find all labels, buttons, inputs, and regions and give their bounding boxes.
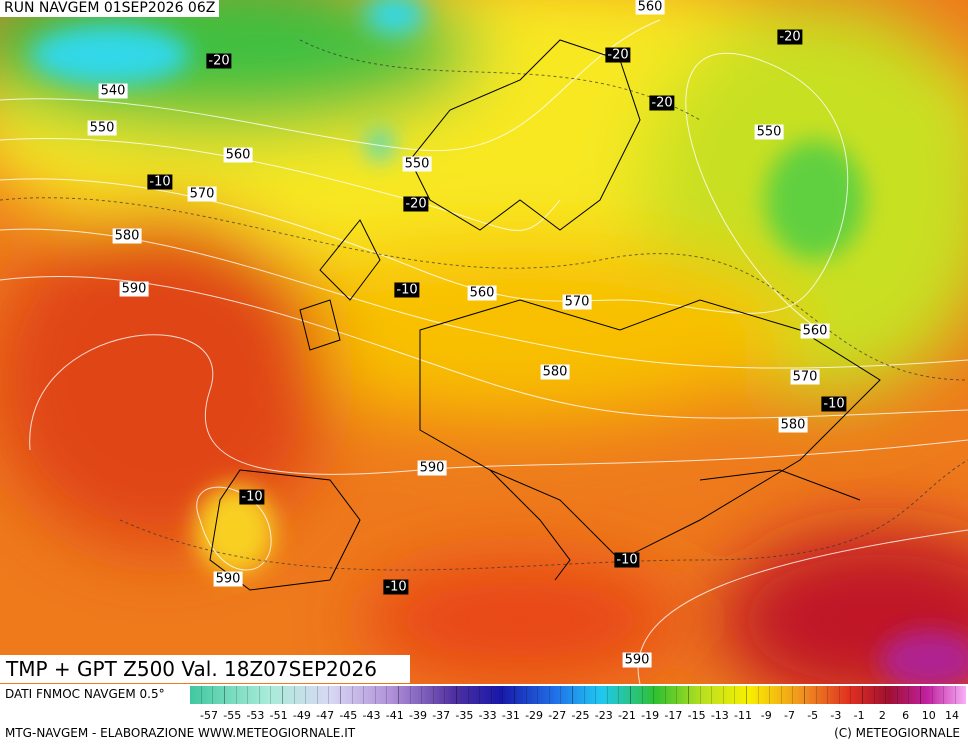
temperature-label: -20	[206, 53, 232, 69]
scale-label: -41	[385, 709, 404, 722]
scale-label: 6	[902, 709, 910, 722]
height-label: 580	[112, 228, 142, 244]
temperature-label: -10	[394, 282, 420, 298]
footer-left: MTG-NAVGEM - ELABORAZIONE WWW.METEOGIORN…	[5, 726, 356, 740]
scale-label: -29	[525, 709, 544, 722]
scale-label: -49	[292, 709, 311, 722]
scale-label: -33	[478, 709, 497, 722]
scale-label: -39	[408, 709, 427, 722]
scale-label: -43	[362, 709, 381, 722]
height-label: 560	[223, 147, 253, 163]
scale-label: -13	[710, 709, 729, 722]
scale-label: -53	[246, 709, 265, 722]
scale-label: -45	[339, 709, 358, 722]
height-label: 570	[562, 294, 592, 310]
temperature-label: -10	[239, 489, 265, 505]
height-label: 550	[402, 156, 432, 172]
temperature-label: -20	[777, 29, 803, 45]
temperature-label: -10	[614, 552, 640, 568]
height-label: 580	[540, 364, 570, 380]
temperature-label: -10	[821, 396, 847, 412]
scale-label: -3	[830, 709, 842, 722]
height-label: 540	[98, 83, 128, 99]
footer-right: (C) METEOGIORNALE	[834, 726, 960, 740]
height-label: 590	[213, 571, 243, 587]
height-label: 590	[622, 652, 652, 668]
scale-label: -25	[571, 709, 590, 722]
temperature-label: -10	[147, 174, 173, 190]
scale-label: -27	[548, 709, 567, 722]
height-label: 580	[778, 417, 808, 433]
scale-label: -17	[664, 709, 683, 722]
height-label: 590	[417, 460, 447, 476]
height-label: 560	[800, 323, 830, 339]
color-scale	[190, 686, 966, 704]
scale-label: -55	[223, 709, 242, 722]
scale-label: -35	[455, 709, 474, 722]
scale-label: -19	[641, 709, 660, 722]
height-label: 590	[119, 281, 149, 297]
height-label: 560	[635, 0, 665, 15]
scale-label: -23	[594, 709, 613, 722]
scale-label: -9	[760, 709, 772, 722]
scale-label: -57	[200, 709, 218, 722]
scale-label: -31	[501, 709, 520, 722]
scale-label: -51	[269, 709, 288, 722]
scale-label: -7	[783, 709, 795, 722]
temperature-label: -20	[403, 196, 429, 212]
scale-label: -15	[687, 709, 706, 722]
scale-labels: -57 -55 -53 -51 -49 -47 -45 -43 -41 -39 -37 -35 -33-…	[0, 709, 968, 723]
run-title: RUN NAVGEM 01SEP2026 06Z	[0, 0, 220, 17]
product-title: TMP + GPT Z500 Val. 18Z07SEP2026	[0, 655, 410, 683]
scale-label: -5	[807, 709, 819, 722]
scale-label: -21	[617, 709, 636, 722]
scale-label: -11	[734, 709, 753, 722]
scale-label: 10	[921, 709, 936, 722]
height-label: 560	[467, 285, 497, 301]
temperature-label: -10	[383, 579, 409, 595]
scale-label: 14	[945, 709, 959, 722]
temperature-label: -20	[649, 95, 675, 111]
scale-label: -47	[316, 709, 335, 722]
map	[0, 0, 968, 684]
height-label: 570	[790, 369, 820, 385]
scale-label: -37	[432, 709, 451, 722]
data-source: DATI FNMOC NAVGEM 0.5°	[5, 687, 165, 701]
height-label: 550	[754, 124, 784, 140]
height-label: 570	[187, 186, 217, 202]
scale-label: -1	[853, 709, 865, 722]
height-label: 550	[87, 120, 117, 136]
scale-label: 2	[878, 709, 886, 722]
temperature-label: -20	[605, 47, 631, 63]
